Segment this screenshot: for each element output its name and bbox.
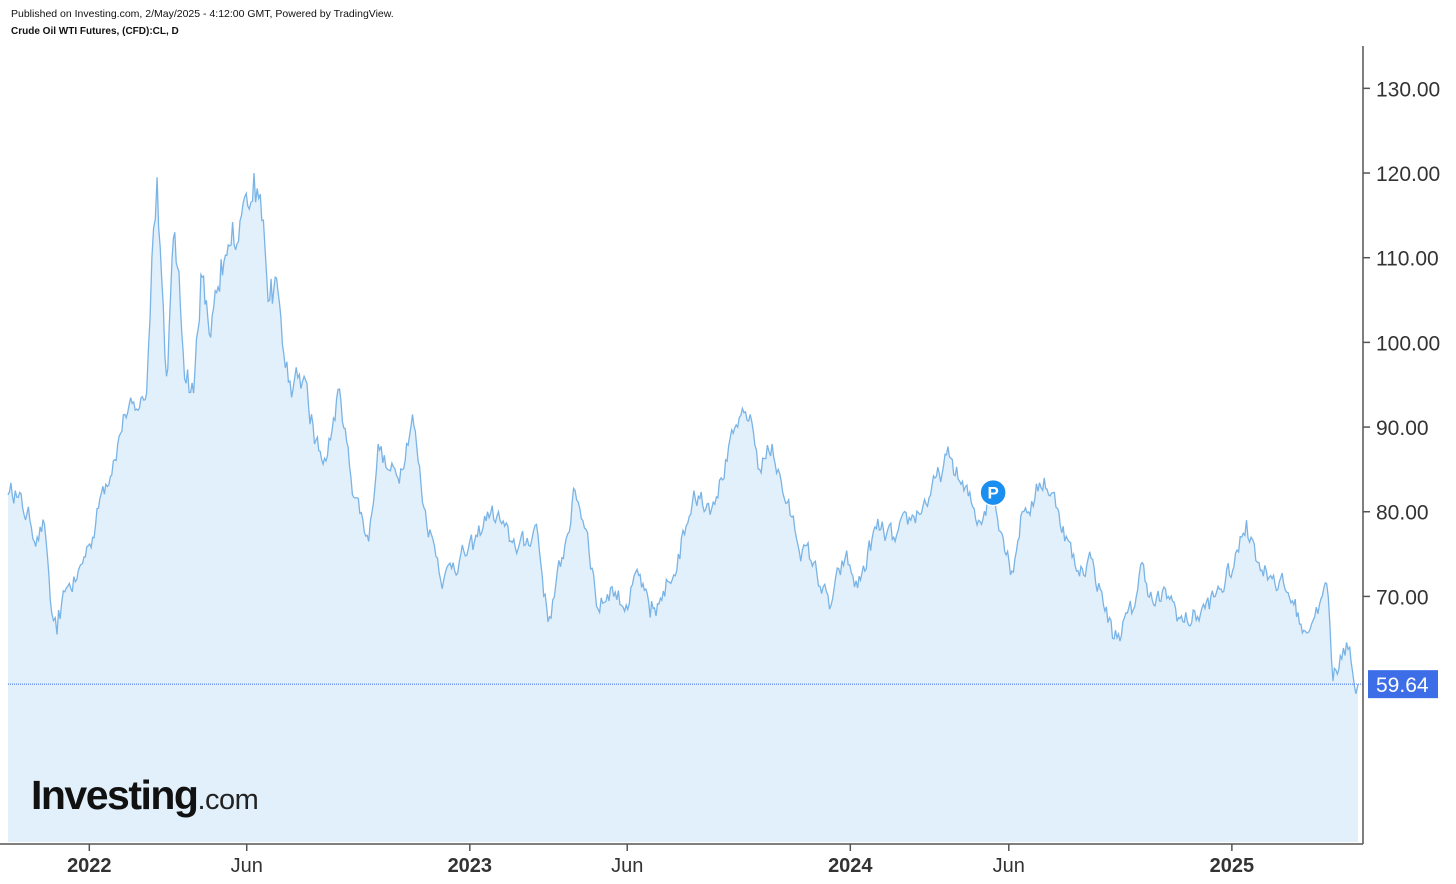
y-axis: 130.00 120.00 110.00 100.00 90.00 80.00 70.00 bbox=[1363, 78, 1440, 609]
y-tick-label: 130.00 bbox=[1376, 78, 1440, 101]
x-tick-label: Jun bbox=[993, 855, 1025, 877]
logo-suffix: .com bbox=[197, 784, 259, 816]
y-tick-label: 120.00 bbox=[1376, 163, 1440, 186]
y-tick-label: 90.00 bbox=[1376, 417, 1429, 440]
x-tick-label: Jun bbox=[231, 855, 263, 877]
event-marker-label: P bbox=[987, 484, 998, 503]
published-caption: Published on Investing.com, 2/May/2025 -… bbox=[11, 8, 394, 20]
x-tick-label: 2025 bbox=[1210, 855, 1255, 877]
x-axis: 2022 Jun 2023 Jun 2024 Jun 2025 bbox=[67, 844, 1254, 877]
x-tick-label: 2024 bbox=[828, 855, 873, 877]
y-tick-label: 70.00 bbox=[1376, 586, 1429, 609]
y-tick-label: 100.00 bbox=[1376, 332, 1440, 355]
last-price-value: 59.64 bbox=[1376, 674, 1429, 697]
area-fill bbox=[8, 173, 1358, 842]
chart-header: Published on Investing.com, 2/May/2025 -… bbox=[11, 6, 394, 40]
x-tick-label: 2023 bbox=[448, 855, 493, 877]
event-marker-circle[interactable] bbox=[979, 478, 1007, 507]
y-tick-label: 80.00 bbox=[1376, 502, 1429, 525]
area-layer bbox=[7, 172, 1359, 842]
event-marker[interactable]: P bbox=[979, 478, 1007, 507]
logo-main: Investing bbox=[31, 772, 199, 818]
symbol-caption: Crude Oil WTI Futures, (CFD):CL, D bbox=[11, 26, 179, 37]
investing-logo: Investing.com bbox=[31, 772, 259, 819]
price-line[interactable] bbox=[7, 172, 1359, 694]
y-tick-label: 110.00 bbox=[1376, 248, 1439, 271]
x-tick-label: 2022 bbox=[67, 855, 112, 877]
x-tick-label: Jun bbox=[611, 855, 643, 877]
last-price-tag-bg bbox=[1368, 670, 1438, 699]
last-price-tag: 59.64 bbox=[1368, 670, 1438, 699]
